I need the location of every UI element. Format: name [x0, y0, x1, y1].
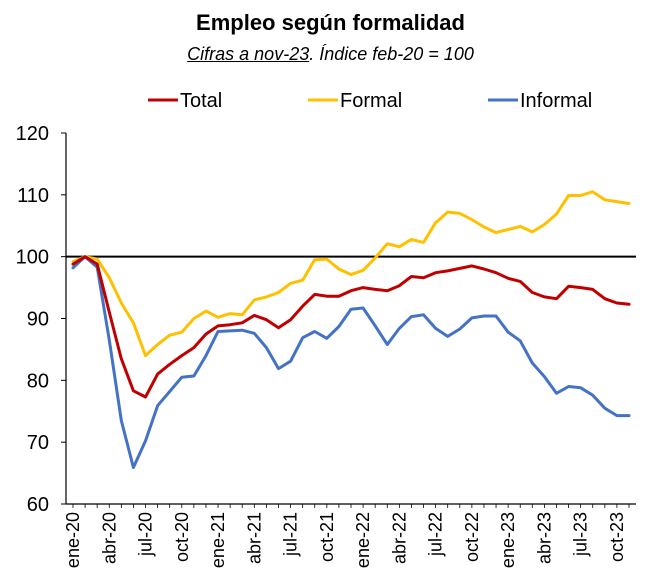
legend-label-total: Total: [180, 90, 222, 112]
chart-title: Empleo según formalidad: [196, 10, 465, 35]
x-tick-label: abr-22: [389, 512, 409, 564]
chart-subtitle: Cifras a nov-23. Índice feb-20 = 100: [0, 44, 661, 65]
x-tick-label: abr-21: [244, 512, 264, 564]
legend-label-informal: Informal: [520, 90, 592, 112]
series-line-total: [71, 255, 631, 399]
series-line-formal: [71, 190, 631, 358]
y-tick-label: 70: [27, 432, 49, 454]
x-tick-label: ene-21: [208, 512, 228, 568]
x-tick-label: oct-23: [607, 512, 627, 562]
chart-subtitle-note: . Índice feb-20 = 100: [309, 44, 474, 64]
x-tick-label: jul-20: [136, 512, 156, 557]
x-tick-label: abr-20: [99, 512, 119, 564]
x-tick-label: jul-23: [571, 512, 591, 557]
x-tick-label: abr-23: [534, 512, 554, 564]
x-tick-label: jul-22: [426, 512, 446, 557]
y-tick-label: 120: [16, 123, 49, 145]
x-tick-label: ene-20: [63, 512, 83, 568]
x-tick-label: oct-20: [172, 512, 192, 562]
x-tick-label: oct-22: [462, 512, 482, 562]
legend-label-formal: Formal: [340, 90, 402, 112]
y-tick-label: 60: [27, 494, 49, 516]
y-tick-label: 90: [27, 309, 49, 331]
y-tick-label: 110: [17, 185, 49, 207]
y-tick-label: 80: [27, 370, 49, 392]
x-tick-label: jul-21: [281, 512, 301, 557]
y-tick-label: 100: [16, 247, 49, 269]
series-line-informal: [71, 255, 631, 469]
chart-subtitle-date: Cifras a nov-23: [187, 44, 310, 64]
x-tick-label: oct-21: [317, 512, 337, 562]
x-tick-label: ene-23: [498, 512, 518, 568]
x-tick-label: ene-22: [353, 512, 373, 568]
